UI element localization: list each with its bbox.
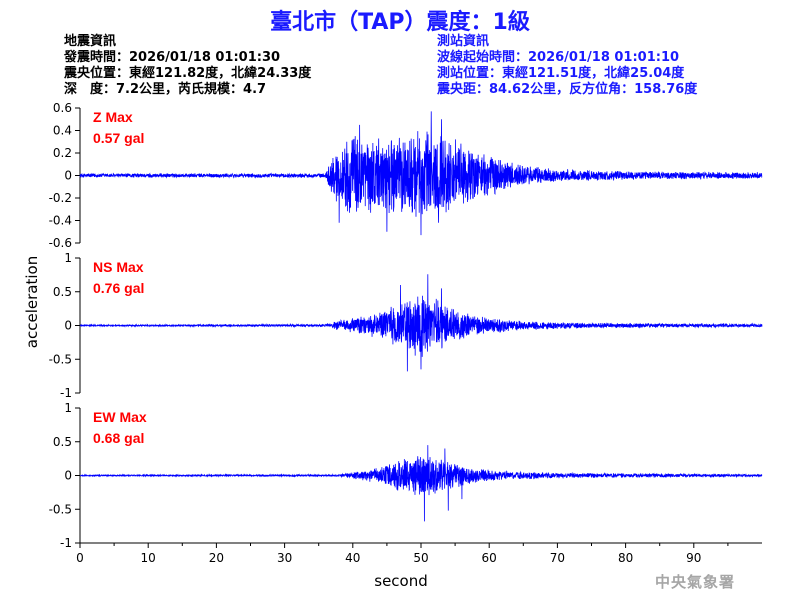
- y-tick-label-1-2: 0: [64, 319, 72, 333]
- x-tick-label-4: 40: [345, 551, 360, 565]
- peak-name-1: NS Max: [93, 259, 144, 275]
- peak-name-2: EW Max: [93, 409, 147, 425]
- y-tick-label-2-4: -1: [60, 536, 72, 550]
- y-axis-label: acceleration: [23, 256, 41, 348]
- y-tick-label-0-0: 0.6: [53, 101, 72, 115]
- origin-time: 發震時間：2026/01/18 01:01:30: [64, 50, 281, 65]
- chart-title: 臺北市（TAP）震度：1級: [270, 10, 530, 35]
- x-axis-label: second: [374, 572, 428, 590]
- y-tick-label-0-2: 0.2: [53, 146, 72, 160]
- y-tick-label-0-4: -0.2: [49, 191, 72, 205]
- peak-value-0: 0.57 gal: [93, 130, 144, 146]
- y-tick-label-0-3: 0: [64, 169, 72, 183]
- station-info-heading: 測站資訊: [437, 34, 490, 49]
- waveform-trace-1: [79, 274, 763, 372]
- x-tick-label-8: 80: [618, 551, 633, 565]
- epicenter-location: 震央位置：東經121.82度，北緯24.33度: [64, 66, 312, 81]
- y-tick-label-2-1: 0.5: [53, 435, 72, 449]
- x-tick-label-6: 60: [482, 551, 497, 565]
- y-tick-label-0-1: 0.4: [53, 124, 72, 138]
- peak-value-2: 0.68 gal: [93, 430, 144, 446]
- peak-value-1: 0.76 gal: [93, 280, 144, 296]
- agency-watermark: 中央氣象署: [655, 573, 736, 591]
- earthquake-info-heading: 地震資訊: [64, 34, 117, 49]
- y-tick-label-1-1: 0.5: [53, 285, 72, 299]
- x-tick-label-0: 0: [76, 551, 84, 565]
- depth-magnitude: 深 度：7.2公里，芮氏規模：4.7: [64, 82, 267, 97]
- station-location: 測站位置：東經121.51度，北緯25.04度: [437, 66, 685, 81]
- y-tick-label-1-0: 1: [64, 251, 72, 265]
- x-tick-label-2: 20: [209, 551, 224, 565]
- waveform-trace-0: [79, 111, 763, 236]
- y-tick-label-0-6: -0.6: [49, 236, 72, 250]
- y-tick-label-2-2: 0: [64, 469, 72, 483]
- station-info: 測站資訊 波線起始時間：2026/01/18 01:01:10 測站位置：東經1…: [437, 34, 697, 98]
- x-tick-label-9: 90: [686, 551, 701, 565]
- y-tick-label-2-0: 1: [64, 401, 72, 415]
- x-tick-label-7: 70: [550, 551, 565, 565]
- y-tick-label-0-5: -0.4: [49, 214, 72, 228]
- x-tick-label-3: 30: [277, 551, 292, 565]
- x-tick-label-5: 50: [413, 551, 428, 565]
- earthquake-info: 地震資訊 發震時間：2026/01/18 01:01:30 震央位置：東經121…: [64, 34, 311, 98]
- distance-azimuth: 震央距：84.62公里，反方位角：158.76度: [437, 82, 698, 97]
- y-tick-label-1-3: -0.5: [49, 352, 72, 366]
- y-tick-label-2-3: -0.5: [49, 502, 72, 516]
- waveform-trace-2: [79, 445, 763, 522]
- y-tick-label-1-4: -1: [60, 386, 72, 400]
- x-tick-label-1: 10: [141, 551, 156, 565]
- peak-name-0: Z Max: [93, 109, 133, 125]
- waveform-start-time: 波線起始時間：2026/01/18 01:01:10: [437, 50, 680, 65]
